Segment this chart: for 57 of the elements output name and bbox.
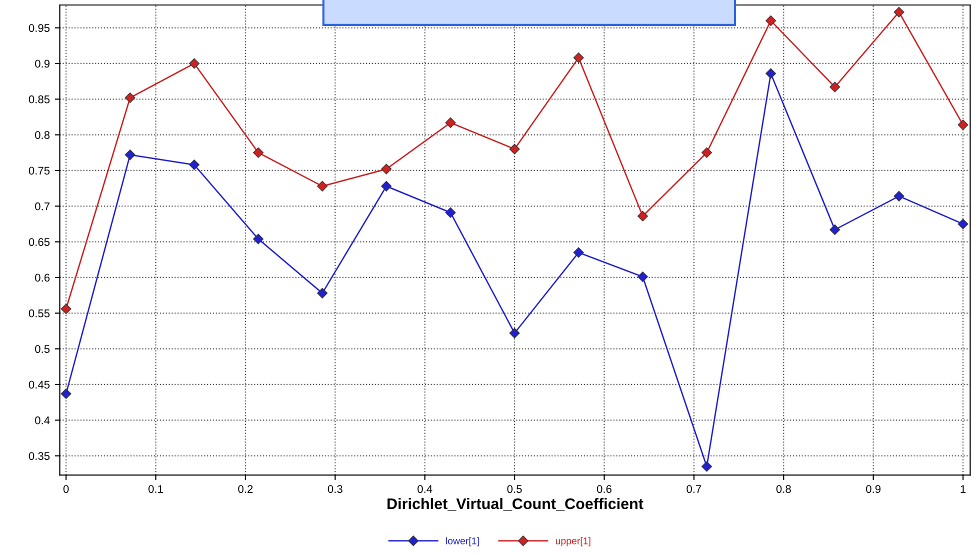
point: [188, 58, 200, 69]
y-tick-label: 0.45: [28, 380, 50, 389]
x-tick-label: 0.4: [418, 485, 432, 493]
x-tick-label: 0.3: [328, 485, 342, 493]
x-axis-title: Dirichlet_Virtual_Count_Coefficient: [388, 498, 644, 511]
point: [702, 147, 712, 158]
x-tick-label: 1: [960, 485, 966, 493]
point: [958, 218, 968, 230]
text: upper[1]: [556, 537, 590, 546]
x-tick-label: 0.5: [507, 485, 522, 493]
x-tick-label: 0: [63, 485, 69, 493]
point: [253, 147, 264, 158]
point: [124, 150, 136, 160]
y-tick-label: 0.4: [35, 416, 50, 424]
point: [509, 144, 520, 154]
point: [381, 164, 392, 174]
x-tick-label: 0.2: [238, 485, 253, 493]
point: [958, 120, 968, 130]
y-tick-label: 0.55: [28, 309, 50, 318]
y-tick-label: 0.65: [28, 238, 50, 246]
point: [766, 68, 776, 79]
point: [317, 180, 328, 192]
point: [445, 117, 456, 128]
point: [894, 6, 904, 18]
point: [894, 190, 904, 202]
point: [830, 82, 840, 92]
point: [317, 288, 328, 298]
point: [381, 180, 392, 192]
point: [188, 160, 200, 170]
x-tick-label: 0.1: [148, 485, 163, 493]
point: [445, 207, 456, 218]
y-tick-label: 0.9: [35, 60, 50, 68]
point: [830, 224, 840, 235]
point: [637, 210, 648, 222]
y-tick-label: 0.75: [28, 166, 50, 175]
point: [60, 304, 72, 314]
point: [573, 52, 584, 64]
y-tick-label: 0.5: [35, 345, 50, 353]
y-tick-label: 0.85: [28, 95, 50, 104]
y-tick-label: 0.8: [35, 131, 50, 139]
point: [637, 272, 648, 282]
point: [253, 234, 264, 244]
x-tick-label: 0.7: [686, 485, 702, 493]
point: [124, 92, 136, 103]
y-tick-label: 0.35: [28, 452, 50, 460]
point: [573, 247, 584, 258]
point: [509, 328, 520, 338]
x-tick-label: 0.6: [596, 485, 612, 493]
point: [60, 388, 72, 400]
x-tick-label: 0.9: [866, 485, 881, 493]
x-tick-label: 0.8: [776, 485, 791, 493]
text: lower[1]: [446, 537, 479, 546]
y-tick-label: 0.6: [35, 274, 50, 282]
point: [702, 461, 712, 472]
point: [766, 15, 776, 26]
y-tick-label: 0.7: [35, 202, 50, 210]
y-tick-label: 0.95: [28, 24, 50, 32]
